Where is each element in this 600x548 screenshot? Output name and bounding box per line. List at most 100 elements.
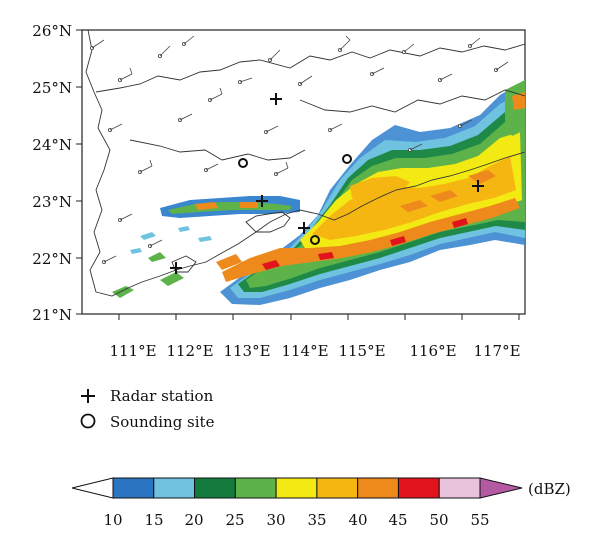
sounding-site-legend-icon [80, 413, 96, 429]
colorbar-tick-labels: 10 15 20 25 30 35 40 45 50 55 [103, 511, 489, 529]
wind-barb [263, 125, 279, 134]
sounding-site-legend-label: Sounding site [110, 413, 215, 431]
radar-station-marker [170, 262, 182, 274]
wind-barb [177, 113, 193, 123]
colorbar-tick: 50 [429, 511, 448, 529]
bay-outline [245, 211, 291, 233]
echo-40dbz-line [222, 198, 520, 282]
wind-barb [297, 75, 313, 87]
colorbar-cell [234, 477, 277, 499]
wind-barb [327, 123, 343, 132]
colorbar-cell [153, 477, 196, 499]
colorbar-cell [316, 477, 359, 499]
lon-label: 113°E [223, 342, 270, 360]
wind-barb [401, 43, 415, 55]
lat-label: 26°N [32, 22, 72, 40]
wind-barb [407, 143, 423, 152]
wind-barb [437, 73, 453, 83]
lon-label: 116°E [409, 342, 456, 360]
echo-east-cells [400, 170, 496, 212]
colorbar-cell [438, 477, 481, 499]
wind-barb [157, 45, 171, 59]
wind-barb [369, 67, 385, 77]
echo-southwest-cells-core [216, 254, 242, 270]
wind-barb [467, 37, 481, 49]
sounding-sites [238, 154, 352, 245]
colorbar-tick: 30 [266, 511, 285, 529]
colorbar-tick: 15 [144, 511, 163, 529]
colorbar-tick: 40 [348, 511, 367, 529]
coastline [95, 151, 525, 297]
lat-label: 23°N [32, 193, 72, 211]
colorbar-low-arrow [71, 477, 114, 499]
echo-35dbz [312, 156, 516, 240]
colorbar-tick: 10 [103, 511, 122, 529]
wind-barb [90, 39, 105, 51]
wind-barb [102, 255, 117, 264]
echo-west-band-core [195, 202, 258, 210]
wind-barb [237, 77, 253, 85]
colorbar-cell [194, 477, 236, 499]
wind-barb [108, 123, 123, 132]
colorbar-tick: 25 [225, 511, 244, 529]
sounding-site-marker [238, 158, 248, 168]
wind-barb [203, 163, 219, 172]
sounding-site-marker [342, 154, 352, 164]
radar-station-legend-label: Radar station [110, 387, 214, 405]
radar-station-marker [472, 180, 484, 192]
province-boundary-north [95, 43, 525, 93]
colorbar-tick: 45 [388, 511, 407, 529]
province-boundary-east [299, 89, 525, 113]
boundary-lines [85, 30, 525, 297]
symbol-legend: Radar station Sounding site [80, 387, 215, 431]
wind-barb [493, 61, 509, 73]
lon-label: 117°E [473, 342, 520, 360]
wind-barb [207, 87, 223, 103]
map-panel [81, 29, 526, 315]
wind-barbs [90, 35, 509, 264]
echo-35dbz-core [350, 176, 410, 200]
wind-barb [273, 161, 289, 176]
wind-barb [181, 35, 195, 47]
colorbar-cell [397, 477, 440, 499]
colorbar: (dBZ) 10 15 20 25 30 35 40 45 50 55 [71, 477, 571, 529]
lon-label: 111°E [109, 342, 156, 360]
wind-barb [267, 49, 281, 63]
radar-stations [170, 93, 484, 274]
lat-label: 25°N [32, 79, 72, 97]
colorbar-tick: 55 [470, 511, 489, 529]
colorbar-unit: (dBZ) [528, 480, 571, 498]
lat-label: 24°N [32, 136, 72, 154]
colorbar-high-arrow [479, 477, 523, 499]
colorbar-cell [275, 477, 318, 499]
wind-barb [337, 35, 351, 53]
radar-station-marker [256, 195, 268, 207]
colorbar-tick: 35 [307, 511, 326, 529]
wind-barb [457, 119, 473, 129]
lat-label: 22°N [32, 250, 72, 268]
latitude-axis: 26°N 25°N 24°N 23°N 22°N 21°N [32, 22, 82, 324]
sounding-site-marker [310, 235, 320, 245]
wind-barb [137, 159, 153, 174]
echo-southwest-cells [112, 252, 184, 298]
lon-label: 114°E [281, 342, 328, 360]
wind-barb [147, 239, 163, 248]
province-boundary-inner [129, 139, 306, 161]
wind-barb [118, 213, 133, 222]
lon-label: 115°E [338, 342, 385, 360]
echo-small-patches [130, 226, 212, 254]
colorbar-cell [112, 477, 155, 499]
radar-station-legend-icon [81, 389, 95, 403]
lon-label: 112°E [166, 342, 213, 360]
radar-station-marker [270, 93, 282, 105]
echo-northeast-core [512, 92, 525, 110]
colorbar-cell [357, 477, 399, 499]
longitude-axis: 111°E 112°E 113°E 114°E 115°E 116°E 117°… [109, 314, 521, 360]
colorbar-cells [112, 477, 481, 499]
wind-barb [118, 67, 133, 83]
radar-station-marker [298, 222, 310, 234]
lat-label: 21°N [32, 306, 72, 324]
province-boundary-west [85, 30, 111, 293]
colorbar-tick: 20 [184, 511, 203, 529]
